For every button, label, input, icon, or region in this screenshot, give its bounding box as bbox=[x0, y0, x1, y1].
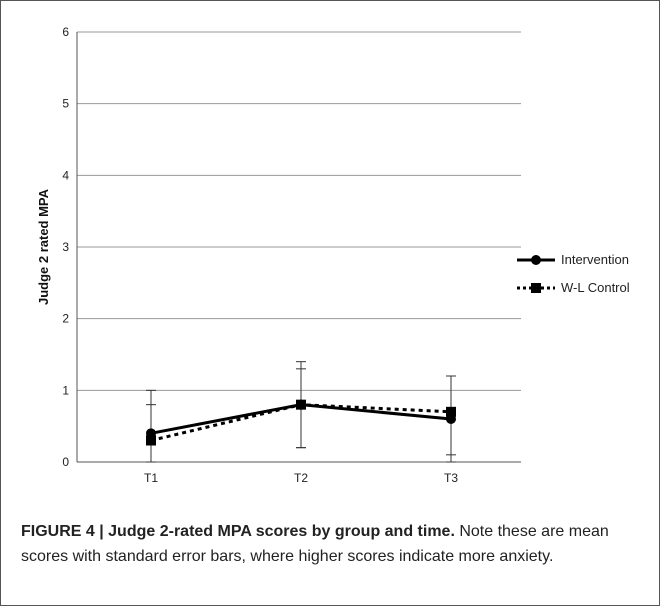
marker-w-l-control-t2 bbox=[296, 399, 306, 410]
y-tick-label-3: 3 bbox=[62, 240, 69, 254]
gridlines bbox=[77, 31, 521, 391]
legend: Intervention W-L Control bbox=[517, 252, 630, 295]
x-tick-labels: T1 T2 T3 bbox=[144, 471, 458, 485]
legend-label-w-l-control: W-L Control bbox=[561, 280, 630, 295]
marker-w-l-control-t1 bbox=[146, 435, 156, 446]
series-markers bbox=[146, 399, 456, 446]
y-tick-label-1: 1 bbox=[62, 383, 69, 397]
y-axis-title: Judge 2 rated MPA bbox=[36, 188, 51, 305]
figure-caption: FIGURE 4 | Judge 2-rated MPA scores by g… bbox=[21, 519, 646, 569]
error-bars bbox=[146, 361, 456, 463]
legend-label-intervention: Intervention bbox=[561, 252, 629, 267]
legend-swatch-marker-intervention bbox=[531, 255, 541, 265]
x-tick-label-t3: T3 bbox=[444, 471, 458, 485]
y-tick-label-0: 0 bbox=[62, 455, 69, 469]
figure-caption-text: Note these are mean scores with standard… bbox=[21, 523, 609, 565]
y-tick-label-5: 5 bbox=[62, 97, 69, 111]
y-tick-label-6: 6 bbox=[62, 25, 69, 39]
x-tick-label-t1: T1 bbox=[144, 471, 158, 485]
figure-caption-label: FIGURE 4 | Judge 2-rated MPA scores by g… bbox=[21, 523, 455, 540]
x-tick-label-t2: T2 bbox=[294, 471, 308, 485]
y-tick-labels: 0 1 2 3 4 5 6 bbox=[62, 25, 69, 469]
legend-swatch-marker-w-l-control bbox=[531, 283, 541, 293]
marker-w-l-control-t3 bbox=[446, 406, 456, 417]
y-tick-label-2: 2 bbox=[62, 312, 69, 326]
y-tick-label-4: 4 bbox=[62, 168, 69, 182]
line-chart: 0 1 2 3 4 5 6 T1 T2 T3 Intervention W-L Control J… bbox=[36, 25, 630, 485]
